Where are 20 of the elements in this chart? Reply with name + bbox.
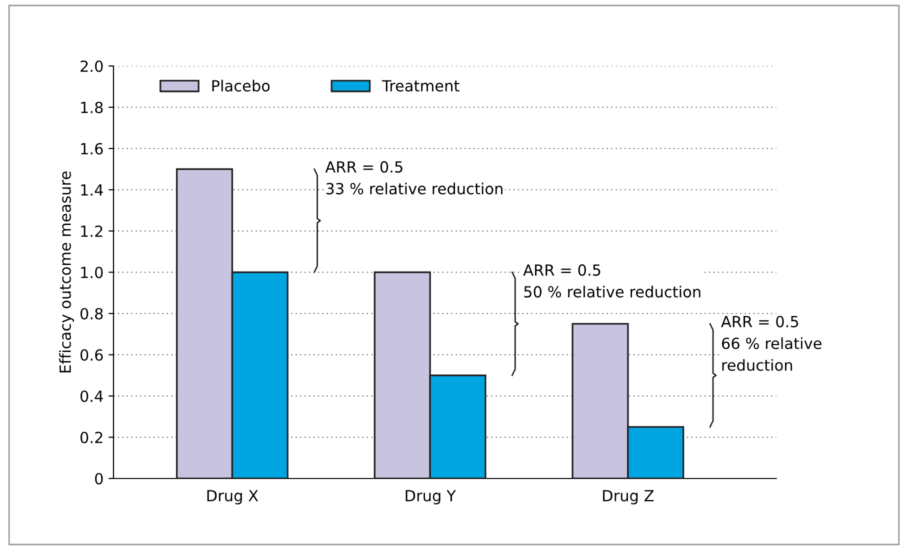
x-tick-label: Drug X [207, 490, 258, 504]
legend-label: Treatment [382, 80, 460, 92]
x-tick-label: Drug Y [406, 490, 456, 504]
annotation: ARR = 0.5 33 % relative reduction [325, 161, 502, 194]
y-tick-label: 0.6 [80, 349, 103, 361]
y-tick-label: 1.2 [81, 225, 102, 237]
legend-label: Placebo [212, 80, 270, 92]
y-axis-title: Efficacy outcome measure [59, 171, 74, 372]
annotation: ARR = 0.5 50 % relative reduction [523, 264, 700, 298]
y-tick-label: 0.8 [80, 308, 103, 320]
annotation: ARR = 0.5 66 % relative reduction [721, 316, 822, 371]
y-tick-label: 0.4 [80, 390, 103, 402]
y-tick-label: 1.4 [81, 184, 103, 196]
y-tick-label: 1.8 [81, 102, 103, 114]
x-tick-label: Drug Z [603, 490, 654, 504]
y-tick-label: 2.0 [80, 60, 103, 72]
y-tick-label: 0.2 [80, 432, 102, 444]
y-tick-label: 1.6 [81, 142, 103, 155]
y-tick-label: 1.0 [81, 266, 103, 278]
y-tick-label: 0 [95, 472, 103, 485]
